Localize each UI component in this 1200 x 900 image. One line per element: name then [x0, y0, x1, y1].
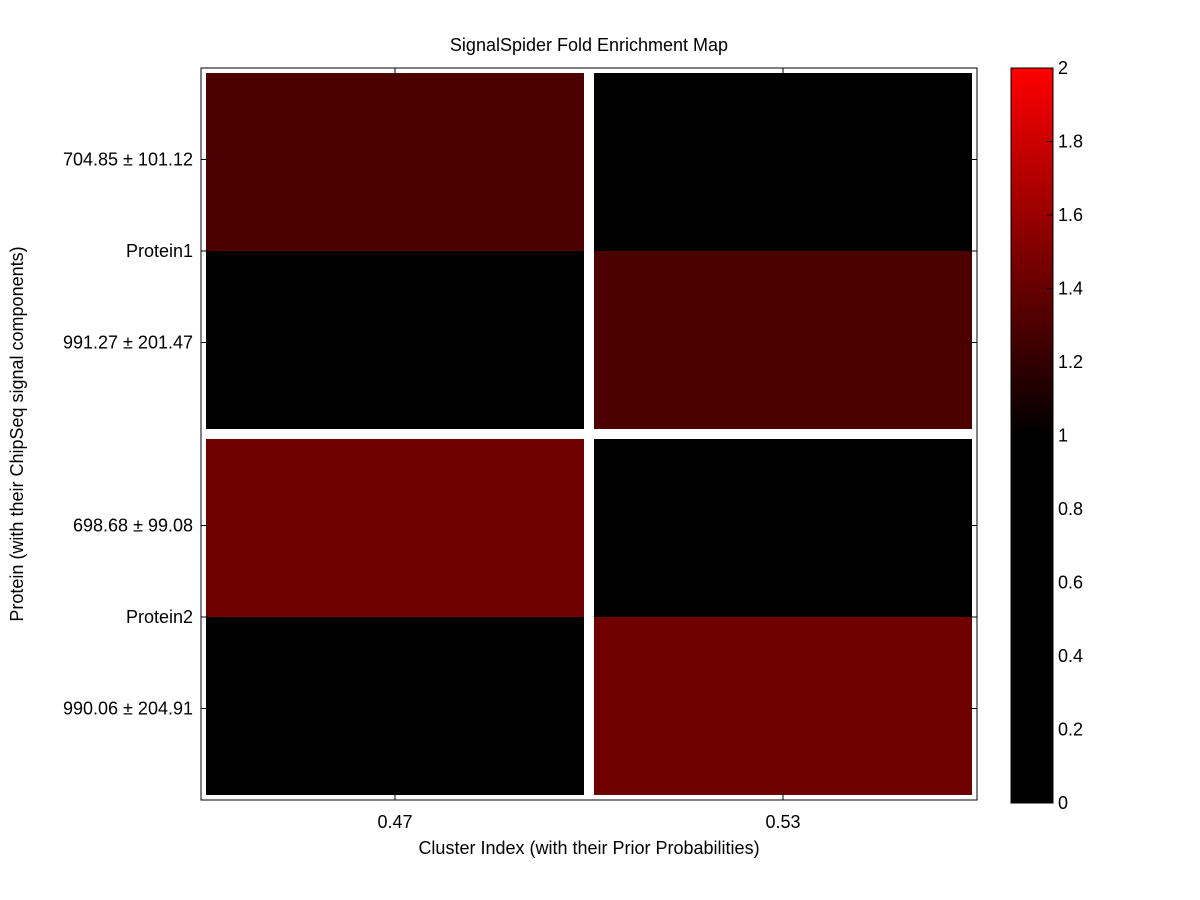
y-tick-label: 991.27 ± 201.47: [63, 333, 193, 353]
colorbar-tick-label: 0.6: [1058, 573, 1083, 593]
heatmap-cell: [201, 617, 589, 800]
colorbar-tick-label: 0.4: [1058, 646, 1083, 666]
y-tick-label: Protein2: [126, 607, 193, 627]
heatmap-cells: [201, 68, 977, 800]
colorbar-tick-label: 0.8: [1058, 499, 1083, 519]
heatmap-cell: [589, 617, 977, 800]
y-tick-label: Protein1: [126, 241, 193, 261]
x-tick-label: 0.53: [765, 812, 800, 832]
colorbar-tick-label: 1.6: [1058, 205, 1083, 225]
x-tick-label: 0.47: [377, 812, 412, 832]
colorbar-tick-label: 1.4: [1058, 279, 1083, 299]
colorbar-tick-label: 0: [1058, 793, 1068, 813]
heatmap-cell: [589, 434, 977, 617]
colorbar-tick-label: 2: [1058, 58, 1068, 78]
plot-frame: [200, 67, 978, 801]
y-tick-label: 698.68 ± 99.08: [73, 516, 193, 536]
colorbar-tick-label: 1: [1058, 426, 1068, 446]
heatmap-cell: [589, 68, 977, 251]
x-axis-ticks: 0.47 0.53: [377, 68, 801, 832]
colorbar: [1010, 67, 1054, 804]
y-tick-label: 990.06 ± 204.91: [63, 699, 193, 719]
colorbar-tick-label: 0.2: [1058, 720, 1083, 740]
y-axis-label: Protein (with their ChipSeq signal compo…: [7, 246, 27, 621]
y-tick-label: 704.85 ± 101.12: [63, 150, 193, 170]
colorbar-tick-label: 1.2: [1058, 352, 1083, 372]
heatmap-cell: [201, 68, 589, 251]
y-axis-ticks: 704.85 ± 101.12 Protein1 991.27 ± 201.47 69…: [63, 150, 977, 719]
heatmap-cell: [201, 251, 589, 434]
x-axis-label: Cluster Index (with their Prior Probabil…: [418, 838, 759, 858]
heatmap-cell: [589, 251, 977, 434]
colorbar-tick-label: 1.8: [1058, 132, 1083, 152]
colorbar-ticks: 0 0.2 0.4 0.6 0.8 1 1.2 1.4 1.6 1.8 2: [1047, 58, 1083, 813]
heatmap-cell: [201, 434, 589, 617]
chart-title: SignalSpider Fold Enrichment Map: [450, 35, 728, 55]
